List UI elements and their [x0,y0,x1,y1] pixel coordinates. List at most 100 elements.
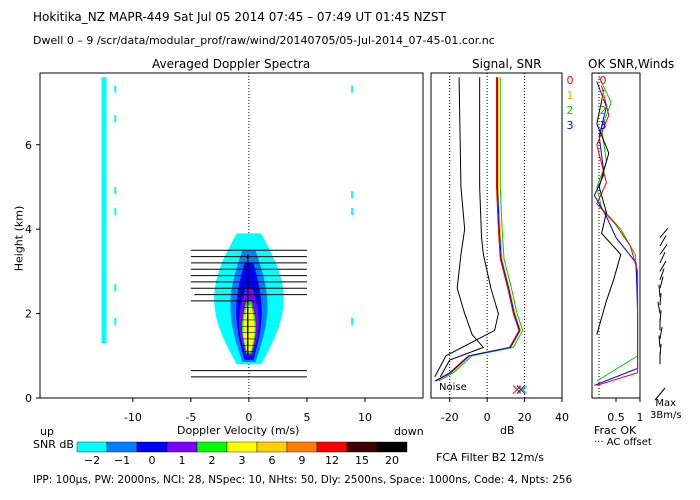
x-up-label: up [40,425,54,438]
wind-arrow [659,235,667,247]
snr-trace-0 [434,77,520,382]
frac-ok-black [596,89,622,335]
noise-speck [114,208,117,216]
noise-speck [114,186,117,194]
wind-arrow [659,260,667,272]
ok-title: OK SNR,Winds [588,57,675,71]
colorbar-label: −1 [114,454,130,467]
wind-arrow [658,284,661,297]
x-tick-label: -10 [124,411,142,424]
colorbar-swatch [376,441,408,453]
wind-arrow [659,310,662,323]
spectra-title: Averaged Doppler Spectra [152,57,311,71]
file-path: Dwell 0 – 9 /scr/data/modular_prof/raw/w… [33,34,495,47]
wind-arrow [657,301,661,314]
signal-frame [430,72,563,399]
y-tick-label: 6 [25,139,32,152]
series-legend-0: 0 [567,74,574,87]
echo-yellow [243,305,255,352]
noise-marker [518,385,528,394]
colorbar-title: SNR dB [33,438,74,451]
ok-x-tick-label: 0.5 [607,411,625,424]
signal-x-tick-label: -20 [441,411,459,424]
colorbar-label: 3 [239,454,246,467]
noise-label: Noise [439,382,467,393]
colorbar-label: 6 [269,454,276,467]
signal-trace-2 [434,77,499,378]
colorbar-label: 9 [299,454,306,467]
colorbar-label: 20 [385,454,399,467]
wind-arrow [659,343,662,356]
ok-x-tick-label: 1 [637,411,644,424]
noise-speck [114,85,117,93]
x-tick-label: 5 [303,411,310,424]
colorbar-swatch [106,441,138,453]
signal-title: Signal, SNR [472,57,542,71]
wind-arrow [658,335,661,348]
noise-marker [516,385,526,394]
colorbar-swatch [136,441,168,453]
ok-xlabel: Frac OK [594,424,637,437]
y-tick-label: 0 [25,392,32,405]
ok-series-2: 2 [600,104,607,117]
colorbar-label: 15 [355,454,369,467]
noise-speck [114,115,117,123]
noise-speck [351,85,354,93]
colorbar-swatch [316,441,348,453]
wind-arrow [659,251,666,264]
wind-arrow [659,244,668,255]
colorbar-label: 1 [179,454,186,467]
noise-speck [351,317,354,325]
colorbar-label: 12 [325,454,339,467]
footer-params: IPP: 100μs, PW: 2000ns, NCI: 28, NSpec: … [33,474,573,486]
x-axis-label: Doppler Velocity (m/s) [177,424,300,437]
colorbar-label: −2 [84,454,100,467]
wind-arrow [659,228,669,238]
colorbar-swatch [346,441,378,453]
signal-x-tick-label: 20 [518,411,532,424]
fca-filter: FCA Filter B2 12m/s [436,451,544,464]
ac-offset-note: ··· AC offset [594,437,652,448]
x-down-label: down [394,425,424,438]
noise-strip-left [101,77,107,344]
y-tick-label: 4 [25,223,32,236]
page-title: Hokitika_NZ MAPR-449 Sat Jul 05 2014 07:… [33,10,446,24]
colorbar-swatch [166,441,198,453]
x-tick-label: 10 [358,411,372,424]
colorbar-swatch [226,441,258,453]
snr-trace-2 [438,77,524,382]
spectra-frame [39,72,424,399]
y-tick-label: 2 [25,308,32,321]
wind-scale-text: Max 3Bm/s [650,398,682,421]
series-legend-1: 1 [567,89,574,102]
x-tick-label: 0 [245,411,252,424]
colorbar-label: 2 [209,454,216,467]
ok-series-0: 0 [600,74,607,87]
snr-trace-3 [435,77,521,382]
snr-trace-1 [436,77,522,382]
series-legend-2: 2 [567,104,574,117]
wind-arrow [659,293,662,306]
noise-speck [351,191,354,199]
noise-speck [114,317,117,325]
wind-arrow [659,276,664,289]
wind-arrow [659,327,663,339]
frac-ok-0 [596,85,639,386]
noise-speck [351,208,354,216]
series-legend-3: 3 [567,119,574,132]
wind-scale-arrow [654,387,666,401]
colorbar-swatch [76,441,108,453]
ok-series-1: 1 [600,89,607,102]
x-tick-label: -5 [185,411,196,424]
signal-trace [439,77,485,378]
wind-arrow [659,268,665,280]
colorbar-label: 0 [149,454,156,467]
signal-x-tick-label: 40 [555,411,569,424]
noise-speck [114,284,117,292]
signal-xlabel: dB [500,424,515,437]
colorbar-swatch [256,441,288,453]
signal-x-tick-label: 0 [484,411,491,424]
colorbar-swatch [196,441,228,453]
wind-scale-label: Max 3Bm/s [650,398,682,422]
